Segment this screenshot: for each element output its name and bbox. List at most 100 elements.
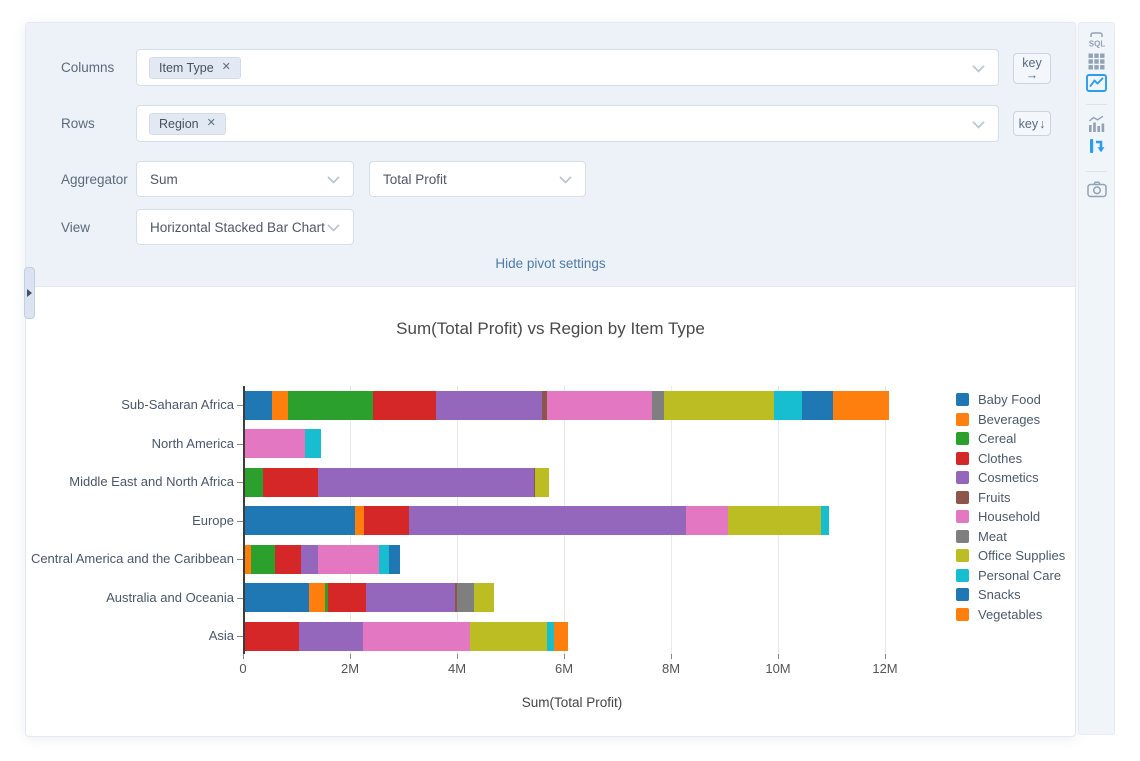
bar-segment[interactable] <box>373 390 436 420</box>
rows-tag-region[interactable]: Region ✕ <box>149 112 226 135</box>
y-tick-label: Sub-Saharan Africa <box>121 397 234 412</box>
stacked-bar <box>245 429 321 458</box>
chevron-down-icon[interactable] <box>972 59 985 77</box>
bar-segment[interactable] <box>821 506 829 535</box>
bar-segment[interactable] <box>288 390 374 420</box>
toolbar-divider <box>1086 104 1107 105</box>
chart-image-icon[interactable] <box>1079 72 1114 94</box>
bar-segment[interactable] <box>542 390 547 420</box>
bar-segment[interactable] <box>263 467 318 497</box>
pivot-icon[interactable] <box>1079 135 1114 157</box>
sql-editor-icon[interactable]: SQL <box>1079 28 1114 50</box>
collapse-panel-handle[interactable] <box>24 267 35 319</box>
bar-segment[interactable] <box>245 621 300 651</box>
bar-segment[interactable] <box>245 467 264 497</box>
bar-segment[interactable] <box>271 390 289 420</box>
bar-segment[interactable] <box>245 390 272 420</box>
close-icon[interactable]: ✕ <box>221 61 231 73</box>
y-tick <box>237 405 243 406</box>
legend-item[interactable]: Clothes <box>956 449 1065 469</box>
bar-segment[interactable] <box>301 544 319 574</box>
bar-segment[interactable] <box>389 544 401 574</box>
bar-segment[interactable] <box>773 390 802 420</box>
x-tick <box>350 654 351 659</box>
legend-item[interactable]: Beverages <box>956 410 1065 430</box>
bar-segment[interactable] <box>832 390 890 420</box>
legend-label: Cereal <box>978 431 1017 447</box>
bar-segment[interactable] <box>801 390 833 420</box>
legend-item[interactable]: Meat <box>956 527 1065 547</box>
bar-segment[interactable] <box>317 467 534 497</box>
legend-item[interactable]: Snacks <box>956 585 1065 605</box>
rows-select[interactable]: Region ✕ <box>136 105 999 142</box>
bar-segment[interactable] <box>651 390 665 420</box>
bar-segment[interactable] <box>245 544 251 574</box>
bar-segment[interactable] <box>363 506 410 535</box>
bar-segment[interactable] <box>355 506 364 535</box>
camera-icon[interactable] <box>1079 178 1114 200</box>
bar-segment[interactable] <box>325 583 329 612</box>
stacked-bar <box>245 467 549 497</box>
view-select[interactable]: Horizontal Stacked Bar Chart <box>136 209 354 245</box>
aggregator-field-select[interactable]: Total Profit <box>369 161 586 197</box>
close-icon[interactable]: ✕ <box>206 117 216 129</box>
legend-item[interactable]: Cereal <box>956 429 1065 449</box>
bar-segment[interactable] <box>304 429 321 458</box>
chevron-down-icon[interactable] <box>559 171 572 189</box>
columns-select[interactable]: Item Type ✕ <box>136 49 999 86</box>
bar-segment[interactable] <box>245 429 305 458</box>
y-axis-line <box>243 386 245 654</box>
bar-segment[interactable] <box>547 621 554 651</box>
legend-item[interactable]: Office Supplies <box>956 546 1065 566</box>
bar-segment[interactable] <box>309 583 326 612</box>
bar-segment[interactable] <box>728 506 822 535</box>
bar-segment[interactable] <box>378 544 390 574</box>
y-tick-label: Central America and the Caribbean <box>30 551 234 566</box>
chevron-down-icon[interactable] <box>327 219 340 237</box>
bar-segment[interactable] <box>473 583 495 612</box>
bar-segment[interactable] <box>250 544 275 574</box>
legend-label: Baby Food <box>978 392 1041 408</box>
aggregator-select[interactable]: Sum <box>136 161 354 197</box>
chevron-down-icon[interactable] <box>972 115 985 133</box>
legend-item[interactable]: Baby Food <box>956 390 1065 410</box>
legend-label: Clothes <box>978 450 1023 466</box>
bar-segment[interactable] <box>318 544 379 574</box>
x-tick <box>243 654 244 659</box>
bar-segment[interactable] <box>409 506 686 535</box>
bar-segment[interactable] <box>685 506 729 535</box>
bar-segment[interactable] <box>455 583 458 612</box>
bar-segment[interactable] <box>664 390 774 420</box>
key-by-rows-button[interactable]: key ↓ <box>1013 111 1051 136</box>
bar-segment[interactable] <box>299 621 364 651</box>
legend-label: Personal Care <box>978 567 1062 583</box>
bar-segment[interactable] <box>470 621 548 651</box>
bar-segment[interactable] <box>435 390 543 420</box>
chart-builder-icon[interactable] <box>1079 113 1114 135</box>
bar-segment[interactable] <box>328 583 367 612</box>
bar-segment[interactable] <box>363 621 471 651</box>
legend-item[interactable]: Vegetables <box>956 605 1065 625</box>
bar-segment[interactable] <box>245 583 310 612</box>
legend-item[interactable]: Cosmetics <box>956 468 1065 488</box>
bar-segment[interactable] <box>553 621 568 651</box>
bar-segment[interactable] <box>274 544 302 574</box>
hide-pivot-settings-link[interactable]: Hide pivot settings <box>495 256 606 271</box>
key-by-columns-button[interactable]: key → <box>1013 53 1051 84</box>
columns-tag-item-type[interactable]: Item Type ✕ <box>149 56 241 79</box>
bar-segment[interactable] <box>533 467 536 497</box>
columns-tag-label: Item Type <box>159 60 214 75</box>
data-grid-icon[interactable] <box>1079 50 1114 72</box>
bar-segment[interactable] <box>535 467 549 497</box>
bar-segment[interactable] <box>546 390 652 420</box>
bar-segment[interactable] <box>366 583 456 612</box>
legend-item[interactable]: Household <box>956 507 1065 527</box>
gridline <box>885 386 886 654</box>
legend-item[interactable]: Fruits <box>956 488 1065 508</box>
chevron-down-icon[interactable] <box>327 171 340 189</box>
bar-segment[interactable] <box>457 583 474 612</box>
legend-swatch <box>956 510 969 524</box>
stacked-bar <box>245 583 495 612</box>
legend-item[interactable]: Personal Care <box>956 566 1065 586</box>
bar-segment[interactable] <box>245 506 356 535</box>
